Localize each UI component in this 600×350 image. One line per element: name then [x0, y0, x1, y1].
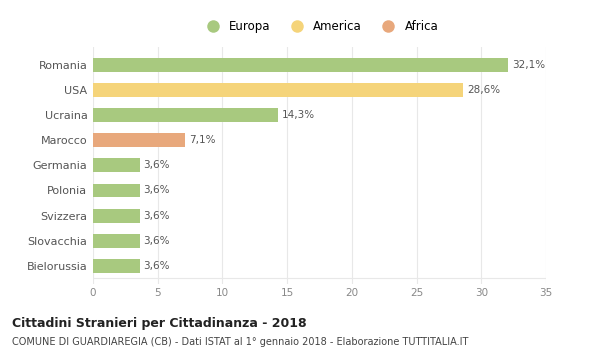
Text: 28,6%: 28,6% [467, 85, 500, 95]
Bar [93, 58, 508, 72]
Text: COMUNE DI GUARDIAREGIA (CB) - Dati ISTAT al 1° gennaio 2018 - Elaborazione TUTTI: COMUNE DI GUARDIAREGIA (CB) - Dati ISTAT… [12, 337, 469, 347]
Text: 3,6%: 3,6% [143, 211, 170, 220]
Text: 3,6%: 3,6% [143, 186, 170, 196]
Bar [93, 209, 140, 223]
Bar [93, 83, 463, 97]
Bar [93, 259, 140, 273]
Text: 3,6%: 3,6% [143, 261, 170, 271]
Text: Cittadini Stranieri per Cittadinanza - 2018: Cittadini Stranieri per Cittadinanza - 2… [12, 317, 307, 330]
Text: 3,6%: 3,6% [143, 160, 170, 170]
Bar [93, 159, 140, 172]
Text: 3,6%: 3,6% [143, 236, 170, 246]
Bar [93, 234, 140, 248]
Bar [93, 108, 278, 122]
Bar [93, 133, 185, 147]
Text: 14,3%: 14,3% [282, 110, 315, 120]
Text: 7,1%: 7,1% [189, 135, 215, 145]
Text: 32,1%: 32,1% [512, 60, 545, 70]
Legend: Europa, America, Africa: Europa, America, Africa [196, 15, 443, 38]
Bar [93, 184, 140, 197]
